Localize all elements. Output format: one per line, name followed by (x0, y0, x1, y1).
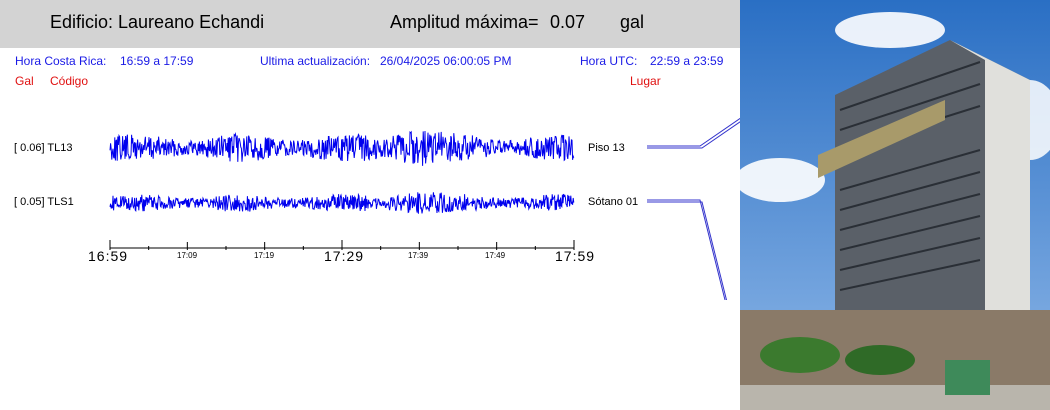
max-amplitude-unit: gal (620, 12, 645, 32)
axis-minor-label-2: 17:39 (408, 251, 429, 260)
axis-minor-label-3: 17:49 (485, 251, 506, 260)
axis-major-label-1: 17:29 (324, 248, 365, 264)
seismogram-plot (109, 117, 740, 300)
trace-1-value: [ 0.06] TL13 (14, 142, 73, 154)
pointer-line-sotano01-b (647, 201, 728, 300)
header-bar: Edificio: Laureano Echandi Amplitud máxi… (0, 0, 740, 48)
building-title: Edificio: Laureano Echandi (50, 12, 265, 32)
axis-major-label-0: 16:59 (88, 248, 129, 264)
cr-time-label: Hora Costa Rica: (15, 54, 107, 68)
seismogram-trace-1 (109, 130, 575, 166)
col-code: Código (50, 74, 89, 88)
col-place: Lugar (630, 74, 661, 88)
trace-2-value: [ 0.05] TLS1 (14, 196, 74, 208)
update-label: Ultima actualización: (260, 54, 371, 68)
time-axis-ticks (109, 240, 575, 250)
axis-minor-label-0: 17:09 (177, 251, 198, 260)
cr-time-range: 16:59 a 17:59 (120, 54, 194, 68)
seismogram-trace-2 (109, 192, 575, 214)
update-value: 26/04/2025 06:00:05 PM (380, 54, 512, 68)
trace-2-place: Sótano 01 (588, 196, 639, 208)
utc-time-label: Hora UTC: (580, 54, 638, 68)
pointer-line-piso13 (647, 117, 740, 147)
axis-major-label-2: 17:59 (555, 248, 596, 264)
col-gal: Gal (15, 74, 34, 88)
pointer-line-sotano01 (647, 199, 726, 300)
trace-1-place: Piso 13 (588, 142, 625, 154)
max-amplitude-value: 0.07 (550, 12, 586, 32)
building-photo (740, 0, 1050, 410)
axis-minor-label-1: 17:19 (254, 251, 275, 260)
utc-time-range: 22:59 a 23:59 (650, 54, 724, 68)
pointer-line-piso13-b (647, 121, 740, 149)
max-amplitude-label: Amplitud máxima= (390, 12, 539, 32)
